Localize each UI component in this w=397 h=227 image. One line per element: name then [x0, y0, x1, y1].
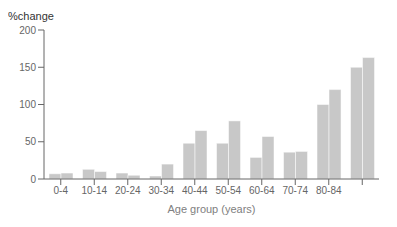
svg-text:10-14: 10-14: [81, 185, 107, 196]
html-text:%change: %change: [8, 10, 54, 22]
svg-text:50-54: 50-54: [215, 185, 241, 196]
svg-text:0: 0: [30, 174, 36, 185]
svg-text:80-84: 80-84: [316, 185, 342, 196]
svg-text:0-4: 0-4: [54, 185, 69, 196]
svg-text:100: 100: [19, 99, 36, 110]
svg-text:200: 200: [19, 25, 36, 36]
svg-text:20-24: 20-24: [115, 185, 141, 196]
svg-text:30-34: 30-34: [148, 185, 174, 196]
svg-text:70-74: 70-74: [282, 185, 308, 196]
svg-text:50: 50: [25, 136, 37, 147]
svg-text:40-44: 40-44: [182, 185, 208, 196]
svg-text:150: 150: [19, 62, 36, 73]
svg-text:60-64: 60-64: [249, 185, 275, 196]
svg-text:Age group (years): Age group (years): [167, 203, 255, 215]
